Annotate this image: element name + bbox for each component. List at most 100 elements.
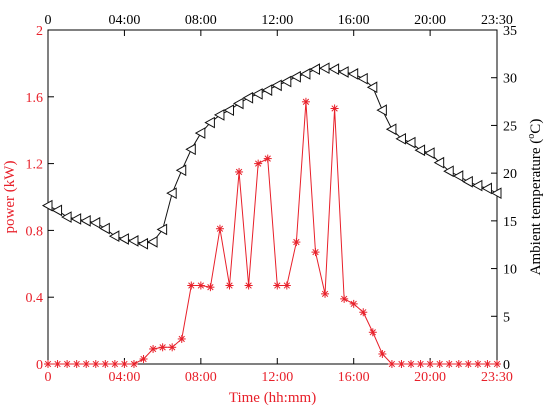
temperature-point bbox=[213, 109, 225, 121]
temperature-point bbox=[271, 79, 282, 92]
power-point bbox=[321, 289, 330, 298]
temperature-point bbox=[252, 88, 263, 100]
y-left-tick-label: 0.4 bbox=[26, 291, 44, 306]
temperature-point bbox=[147, 236, 158, 248]
temperature-point bbox=[443, 165, 454, 178]
x-tick-label-bottom: 23:30 bbox=[481, 370, 513, 385]
temperature-point bbox=[290, 70, 301, 83]
y-right-tick-label: 25 bbox=[503, 119, 517, 134]
x-tick-label-top: 04:00 bbox=[108, 13, 140, 28]
temperature-point bbox=[490, 187, 502, 200]
power-point bbox=[473, 360, 482, 368]
x-tick-label-bottom: 16:00 bbox=[338, 370, 370, 385]
temperature-point bbox=[80, 215, 91, 227]
temperature-point bbox=[319, 62, 330, 75]
power-point bbox=[292, 238, 301, 247]
power-point bbox=[91, 360, 100, 368]
power-point bbox=[416, 360, 425, 368]
power-point bbox=[215, 224, 224, 233]
temperature-point bbox=[404, 136, 416, 149]
temperature-point bbox=[41, 199, 53, 212]
power-point bbox=[454, 360, 463, 368]
power-point bbox=[101, 360, 110, 368]
power-point bbox=[225, 281, 234, 290]
y-left-tick-label: 1.6 bbox=[26, 91, 44, 106]
power-point bbox=[445, 360, 454, 368]
y-left-tick-label: 0 bbox=[36, 358, 43, 373]
x-tick-label-top: 16:00 bbox=[338, 13, 370, 28]
y-right-axis-title-unit: C) bbox=[528, 119, 544, 134]
temperature-point bbox=[89, 216, 101, 229]
temperature-point bbox=[366, 81, 378, 94]
temperature-point bbox=[471, 179, 483, 192]
temperature-point bbox=[280, 75, 292, 88]
x-tick-label-bottom: 12:00 bbox=[261, 370, 293, 385]
y-right-tick-label: 15 bbox=[503, 215, 517, 230]
plot-frame bbox=[47, 29, 498, 365]
power-point bbox=[187, 281, 196, 290]
temperature-point bbox=[223, 104, 235, 117]
power-point bbox=[359, 308, 368, 317]
power-point bbox=[139, 354, 148, 363]
power-point bbox=[149, 344, 158, 353]
temperature-point bbox=[118, 233, 129, 245]
temperature-point bbox=[242, 91, 254, 104]
temperature-point bbox=[299, 68, 311, 80]
temperature-point bbox=[204, 116, 215, 129]
temperature-point bbox=[137, 237, 149, 250]
temperature-point bbox=[481, 182, 492, 195]
power-point bbox=[244, 281, 253, 290]
temperature-point bbox=[194, 127, 206, 139]
y-right-axis-title: Ambient temperature (oC) bbox=[526, 119, 544, 276]
power-point bbox=[235, 167, 244, 176]
y-right-tick-label: 30 bbox=[503, 72, 517, 87]
power-point bbox=[254, 159, 263, 168]
power-point bbox=[129, 360, 138, 368]
x-tick-label-bottom: 0 bbox=[45, 370, 52, 385]
power-point bbox=[168, 343, 177, 352]
power-point bbox=[426, 360, 435, 368]
temperature-point bbox=[175, 164, 187, 177]
temperature-point bbox=[376, 104, 387, 117]
temperature-point bbox=[156, 223, 168, 236]
power-point bbox=[110, 360, 119, 368]
power-point bbox=[196, 281, 205, 290]
temperature-point bbox=[51, 204, 63, 217]
power-point bbox=[158, 343, 167, 352]
x-tick-label-bottom: 20:00 bbox=[414, 370, 446, 385]
temperature-point bbox=[185, 143, 196, 156]
power-point bbox=[273, 281, 282, 290]
power-point bbox=[120, 360, 129, 368]
temperature-point bbox=[233, 97, 244, 110]
power-point bbox=[301, 97, 310, 106]
y-right-axis-title-main: Ambient temperature ( bbox=[528, 139, 544, 276]
power-point bbox=[464, 360, 473, 368]
temperature-point bbox=[61, 211, 72, 223]
power-point bbox=[82, 360, 91, 368]
power-point bbox=[407, 360, 416, 368]
power-point bbox=[483, 360, 492, 368]
temperature-point bbox=[99, 222, 110, 235]
temperature-point bbox=[108, 230, 120, 242]
power-point bbox=[282, 281, 291, 290]
power-point bbox=[435, 360, 444, 368]
power-point bbox=[63, 360, 72, 368]
temperature-point bbox=[338, 66, 349, 78]
x-tick-label-bottom: 04:00 bbox=[108, 370, 140, 385]
y-left-tick-label: 2 bbox=[36, 24, 43, 39]
temperature-point bbox=[452, 170, 464, 182]
power-point bbox=[177, 334, 186, 343]
power-point bbox=[311, 248, 320, 257]
temperature-point bbox=[414, 144, 426, 157]
x-tick-label-top: 20:00 bbox=[414, 13, 446, 28]
power-point bbox=[340, 294, 349, 303]
power-point bbox=[368, 328, 377, 337]
x-tick-label-top: 08:00 bbox=[185, 13, 217, 28]
temperature-point bbox=[433, 156, 445, 169]
power-point bbox=[397, 360, 406, 368]
y-right-tick-label: 0 bbox=[503, 358, 510, 373]
x-tick-label-top: 12:00 bbox=[261, 13, 293, 28]
temperature-point bbox=[357, 72, 368, 85]
temperature-point bbox=[385, 123, 397, 136]
power-point bbox=[378, 349, 387, 358]
